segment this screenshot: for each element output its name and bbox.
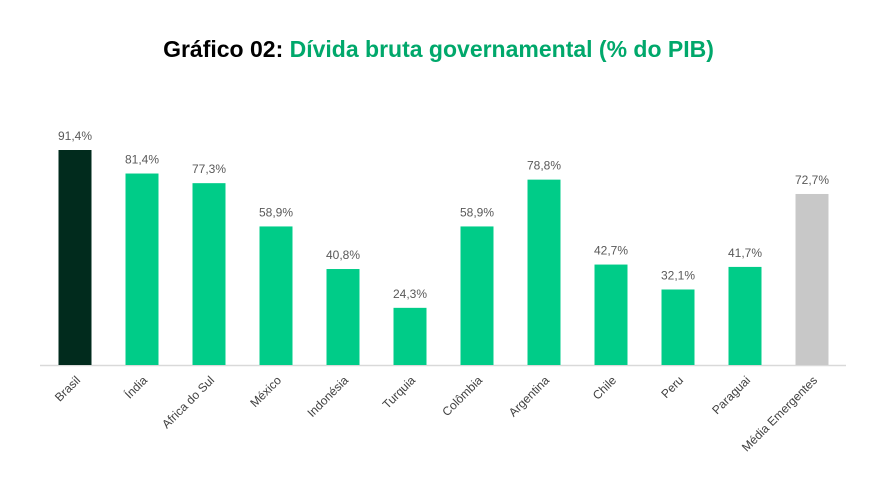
data-label: 77,3% bbox=[192, 162, 226, 176]
data-label: 40,8% bbox=[326, 248, 360, 262]
x-tick-label: Brasil bbox=[52, 373, 83, 404]
bar bbox=[58, 150, 92, 365]
x-tick-label: México bbox=[247, 373, 284, 410]
data-label: 91,4% bbox=[58, 129, 92, 143]
bar bbox=[594, 264, 628, 365]
bar bbox=[728, 266, 762, 365]
data-label: 32,1% bbox=[661, 268, 695, 282]
title-prefix: Gráfico 02: bbox=[163, 36, 284, 62]
chart-title: Gráfico 02: Dívida bruta governamental (… bbox=[0, 36, 877, 63]
x-tick-label: Paraguai bbox=[709, 373, 753, 417]
x-tick-label: Chile bbox=[590, 373, 619, 402]
data-label: 81,4% bbox=[125, 153, 159, 167]
data-label: 58,9% bbox=[460, 205, 494, 219]
x-tick-label: Índia bbox=[121, 372, 150, 401]
data-label: 41,7% bbox=[728, 246, 762, 260]
x-tick-label: Indonésia bbox=[304, 373, 351, 420]
bar bbox=[527, 179, 561, 365]
bar bbox=[393, 307, 427, 365]
bar bbox=[661, 289, 695, 365]
x-tick-label: Argentina bbox=[506, 373, 552, 419]
x-tick-label: Média Emergentes bbox=[739, 373, 820, 454]
data-label: 78,8% bbox=[527, 159, 561, 173]
bar bbox=[460, 226, 494, 365]
x-tick-label: Turquia bbox=[380, 373, 419, 412]
data-label: 42,7% bbox=[594, 244, 628, 258]
bar bbox=[795, 193, 829, 365]
bar bbox=[125, 173, 159, 365]
x-tick-label: Peru bbox=[658, 373, 686, 401]
bar bbox=[259, 226, 293, 365]
data-label: 72,7% bbox=[795, 173, 829, 187]
bar bbox=[192, 183, 226, 365]
x-tick-label: Colômbia bbox=[439, 373, 485, 419]
data-label: 58,9% bbox=[259, 205, 293, 219]
x-tick-label: Africa do Sul bbox=[159, 373, 217, 431]
data-label: 24,3% bbox=[393, 287, 427, 301]
title-text: Dívida bruta governamental (% do PIB) bbox=[289, 36, 714, 62]
bar bbox=[326, 269, 360, 365]
